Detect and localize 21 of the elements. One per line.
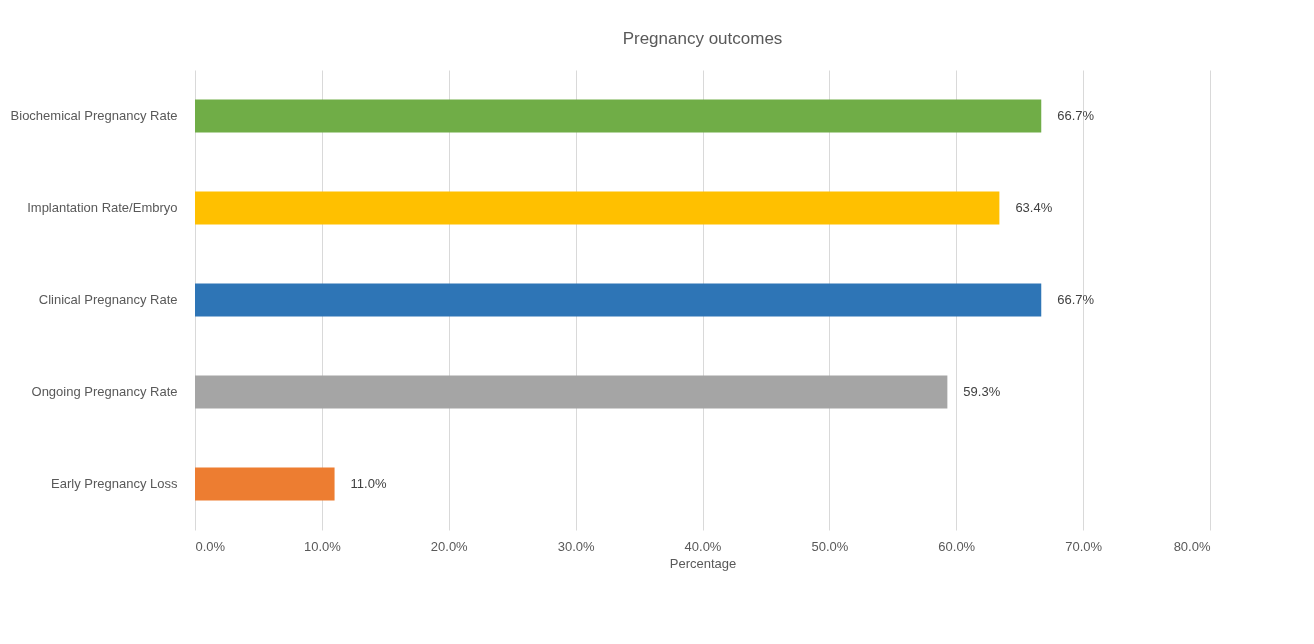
x-tick-label: 40.0% <box>684 538 722 554</box>
data-label: 63.4% <box>1015 200 1053 215</box>
chart-title: Pregnancy outcomes <box>622 29 783 48</box>
data-label: 66.7% <box>1057 292 1095 307</box>
x-tick-label: 0.0% <box>195 538 226 554</box>
x-tick-label: 20.0% <box>430 538 469 554</box>
x-tick-label: 10.0% <box>303 538 342 554</box>
x-tick-label: 30.0% <box>557 538 595 554</box>
y-tick-label: Ongoing Pregnancy Rate <box>31 384 178 399</box>
data-label: 59.3% <box>963 384 1001 399</box>
x-tick-label: 50.0% <box>811 538 849 554</box>
x-tick-label: 60.0% <box>938 538 976 554</box>
x-tick-label: 70.0% <box>1065 538 1103 554</box>
y-tick-label: Early Pregnancy Loss <box>51 476 178 491</box>
y-tick-label: Clinical Pregnancy Rate <box>38 292 178 307</box>
y-tick-label: Implantation Rate/Embryo <box>27 200 178 215</box>
data-label: 66.7% <box>1057 108 1095 123</box>
data-label: 11.0% <box>350 476 387 491</box>
x-tick-label: 80.0% <box>1173 538 1211 554</box>
x-axis-title: Percentage <box>669 555 737 571</box>
y-tick-label: Biochemical Pregnancy Rate <box>10 108 178 123</box>
